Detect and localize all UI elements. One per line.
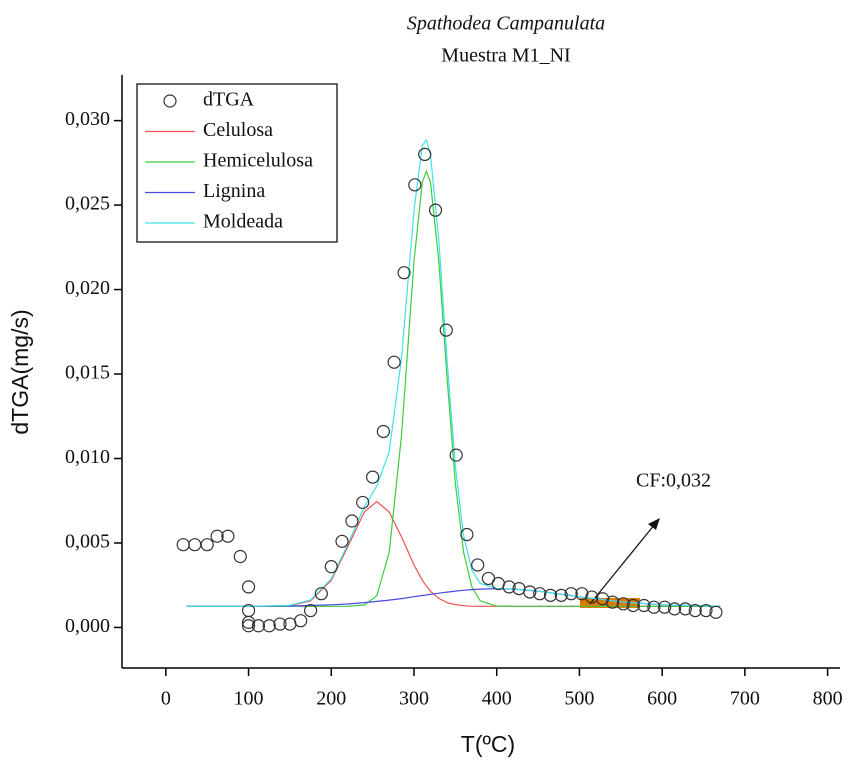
y-tick-label: 0,030 bbox=[65, 108, 110, 130]
x-tick-label: 400 bbox=[482, 688, 512, 710]
data-point bbox=[647, 600, 661, 614]
data-point bbox=[637, 598, 651, 613]
data-point bbox=[397, 266, 411, 280]
data-point bbox=[294, 614, 308, 628]
data-point bbox=[688, 603, 702, 618]
chart-subtitle: Muestra M1_NI bbox=[441, 45, 570, 67]
x-tick-label: 100 bbox=[234, 688, 264, 710]
data-point bbox=[176, 538, 190, 552]
x-tick-label: 800 bbox=[813, 688, 843, 710]
data-point bbox=[678, 602, 692, 616]
data-point bbox=[605, 595, 620, 609]
data-point bbox=[616, 597, 630, 611]
y-tick-label: 0,025 bbox=[65, 193, 110, 215]
x-axis-label: T(ºC) bbox=[461, 731, 515, 757]
data-point bbox=[387, 355, 401, 369]
legend-marker bbox=[163, 94, 177, 108]
data-point bbox=[233, 549, 247, 564]
arrow-head bbox=[648, 518, 660, 530]
x-tick-label: 700 bbox=[730, 688, 760, 710]
legend-label: Moldeada bbox=[203, 211, 283, 233]
y-axis-label: dTGA(mg/s) bbox=[7, 309, 33, 434]
data-point bbox=[502, 580, 516, 594]
y-tick-label: 0,020 bbox=[65, 277, 110, 299]
data-point bbox=[241, 619, 256, 633]
chart-title: Spathodea Campanulata bbox=[407, 13, 605, 35]
data-point bbox=[428, 203, 443, 217]
data-point bbox=[408, 178, 422, 192]
data-point bbox=[471, 558, 485, 572]
data-point bbox=[303, 603, 318, 618]
data-point bbox=[564, 587, 578, 601]
data-point bbox=[200, 538, 214, 552]
data-point bbox=[324, 560, 338, 574]
data-point bbox=[523, 585, 537, 599]
legend-label: Celulosa bbox=[203, 119, 273, 141]
data-point bbox=[188, 538, 202, 552]
data-point bbox=[335, 534, 349, 548]
data-point bbox=[543, 588, 558, 602]
data-point bbox=[658, 600, 672, 614]
data-point bbox=[575, 587, 589, 601]
data-point bbox=[709, 605, 723, 619]
data-point bbox=[241, 615, 256, 629]
data-point bbox=[418, 147, 432, 162]
shaded-area bbox=[580, 598, 640, 608]
data-point bbox=[366, 470, 380, 484]
legend-label: dTGA bbox=[203, 89, 255, 111]
x-tick-label: 300 bbox=[399, 688, 429, 710]
data-point bbox=[491, 576, 505, 591]
data-point bbox=[460, 527, 474, 542]
data-point bbox=[251, 619, 266, 633]
x-tick-label: 0 bbox=[161, 688, 171, 710]
data-point bbox=[262, 619, 276, 633]
data-point bbox=[595, 592, 610, 606]
data-point bbox=[699, 603, 713, 618]
legend-label: Lignina bbox=[203, 180, 265, 202]
data-point bbox=[356, 495, 370, 510]
data-point bbox=[314, 587, 328, 601]
data-point bbox=[585, 590, 599, 604]
data-point bbox=[449, 448, 463, 462]
annotation-arrow bbox=[589, 523, 656, 605]
data-point bbox=[554, 588, 568, 602]
series-line bbox=[186, 500, 721, 607]
x-tick-label: 500 bbox=[564, 688, 594, 710]
data-point bbox=[345, 514, 359, 528]
y-tick-label: 0,015 bbox=[65, 362, 110, 384]
data-point bbox=[221, 529, 235, 543]
data-point bbox=[626, 598, 640, 613]
data-point bbox=[667, 602, 682, 616]
data-point bbox=[273, 617, 287, 631]
series-line bbox=[186, 169, 721, 607]
data-point bbox=[376, 424, 390, 439]
y-tick-label: 0,010 bbox=[65, 446, 110, 468]
y-tick-label: 0,005 bbox=[65, 531, 110, 553]
x-tick-label: 200 bbox=[316, 688, 346, 710]
data-point bbox=[241, 580, 256, 594]
annotation: CF:0,032 bbox=[636, 470, 711, 492]
x-tick-label: 600 bbox=[647, 688, 677, 710]
legend-box bbox=[136, 83, 338, 243]
data-point bbox=[439, 323, 453, 337]
legend-label: Hemicelulosa bbox=[203, 150, 313, 172]
data-point bbox=[210, 529, 224, 543]
y-tick-label: 0,000 bbox=[65, 615, 110, 637]
data-point bbox=[533, 587, 547, 601]
